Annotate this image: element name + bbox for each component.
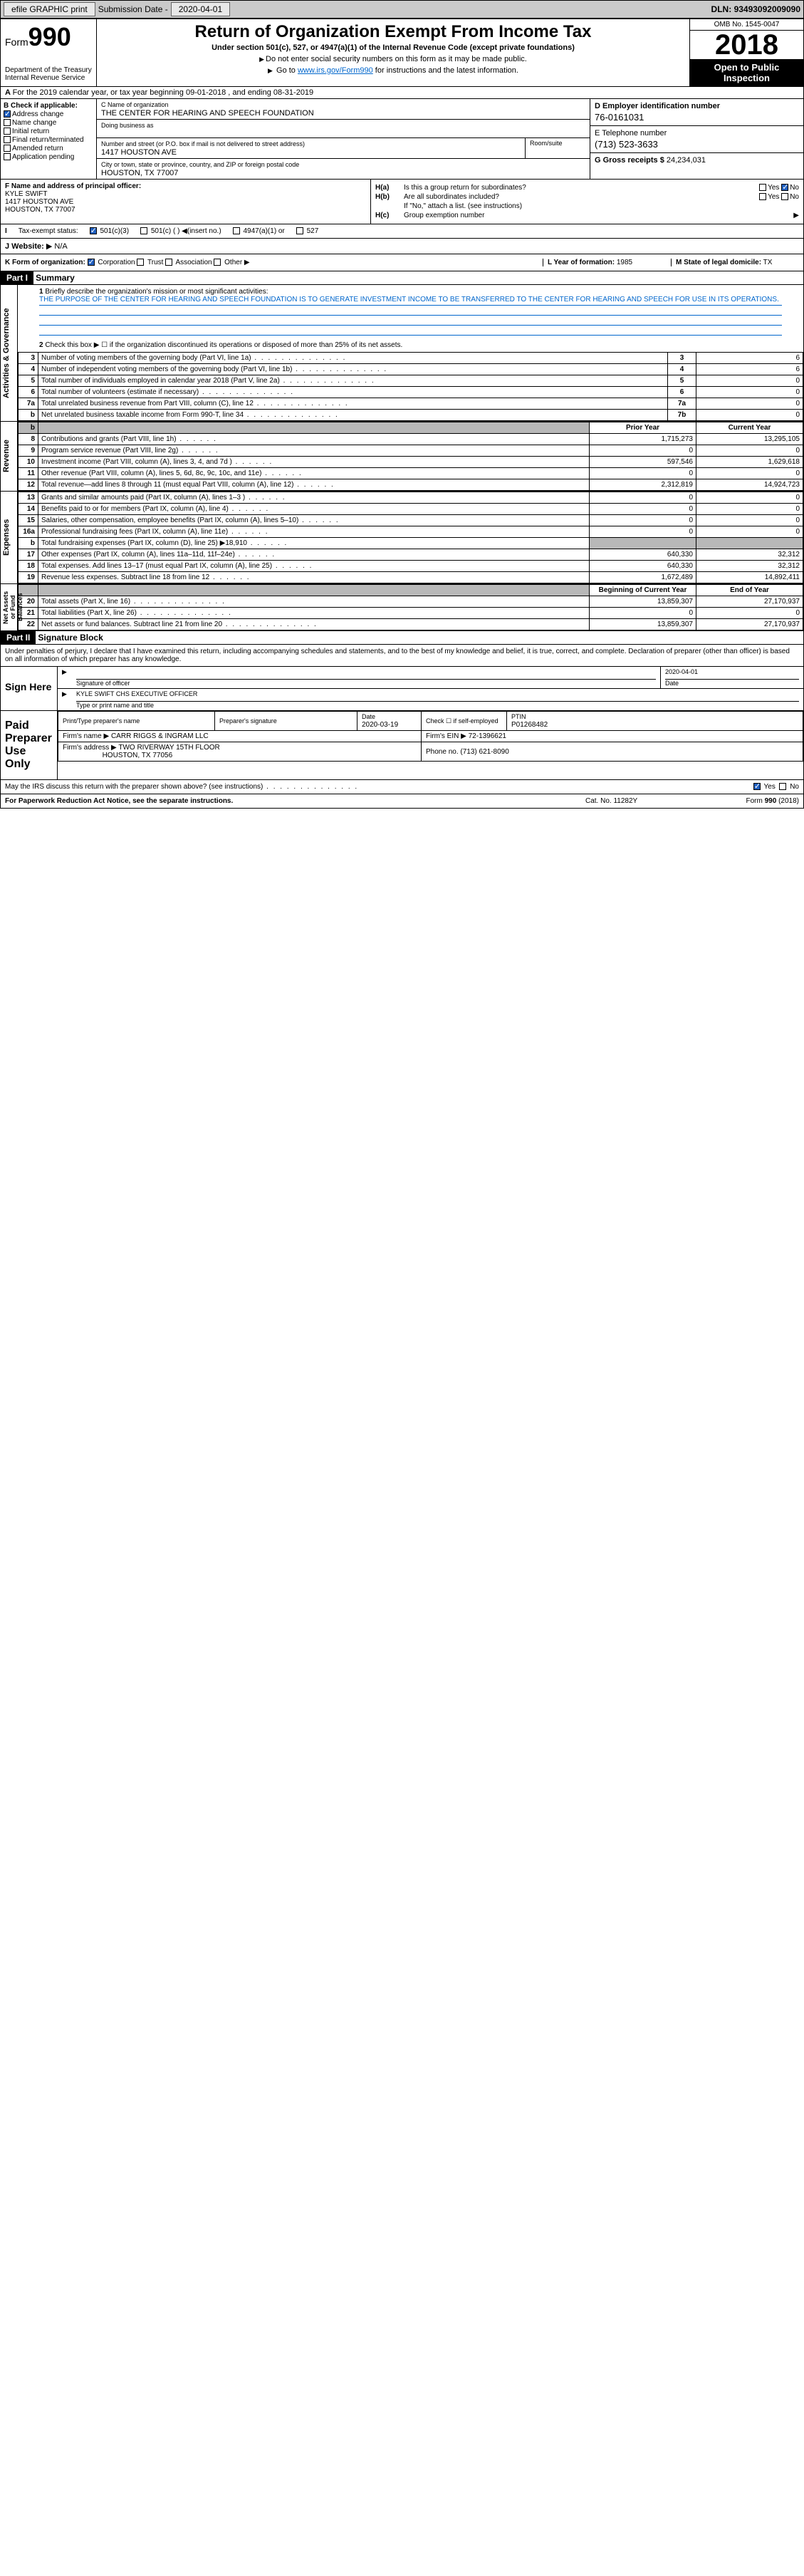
table-row: 4Number of independent voting members of… (19, 364, 803, 375)
table-row: 13Grants and similar amounts paid (Part … (19, 492, 803, 504)
side-net-assets: Net Assets or Fund Balances (1, 584, 25, 630)
top-toolbar: efile GRAPHIC print Submission Date - 20… (0, 0, 804, 19)
table-row: 20Total assets (Part X, line 16)13,859,3… (19, 596, 803, 608)
table-row: 5Total number of individuals employed in… (19, 375, 803, 387)
telephone: (713) 523-3633 (595, 139, 799, 150)
open-inspection: Open to Public Inspection (690, 59, 803, 86)
mission-block: 1 Briefly describe the organization's mi… (18, 285, 803, 338)
table-row: 18Total expenses. Add lines 13–17 (must … (19, 561, 803, 572)
form-subtitle: Under section 501(c), 527, or 4947(a)(1)… (100, 43, 686, 52)
table-row: 8Contributions and grants (Part VIII, li… (19, 434, 803, 445)
table-row: bNet unrelated business taxable income f… (19, 410, 803, 421)
table-row: 6Total number of volunteers (estimate if… (19, 387, 803, 398)
efile-button[interactable]: efile GRAPHIC print (4, 2, 95, 16)
checkbox-final-return-terminated[interactable]: Final return/terminated (4, 136, 93, 144)
preparer-table: Print/Type preparer's name Preparer's si… (58, 711, 803, 762)
section-klm: K Form of organization: Corporation Trus… (1, 254, 803, 271)
firm-phone: (713) 621-8090 (460, 748, 508, 756)
irs-link[interactable]: www.irs.gov/Form990 (298, 66, 373, 75)
ptin: P01268482 (511, 721, 548, 729)
submission-label: Submission Date - (98, 4, 168, 14)
part1-header: Part I (1, 271, 33, 284)
form-990: Form990 Department of the Treasury Inter… (0, 19, 804, 809)
note-goto: Go to www.irs.gov/Form990 for instructio… (100, 66, 686, 75)
table-row: 21Total liabilities (Part X, line 26)00 (19, 608, 803, 619)
checkbox-amended-return[interactable]: Amended return (4, 145, 93, 152)
side-activities: Activities & Governance (1, 285, 12, 421)
city-state-zip: HOUSTON, TX 77007 (101, 169, 178, 177)
checkbox-name-change[interactable]: Name change (4, 119, 93, 127)
header-right: OMB No. 1545-0047 2018 Open to Public In… (689, 19, 803, 86)
name-arrow-icon: ▶ (58, 689, 72, 710)
form-word: Form (5, 36, 28, 48)
sig-date: 2020-04-01 (665, 668, 698, 675)
gross-receipts: 24,234,031 (667, 156, 706, 165)
side-revenue: Revenue (1, 422, 12, 491)
note-ssn: Do not enter social security numbers on … (100, 55, 686, 63)
section-c: C Name of organizationTHE CENTER FOR HEA… (97, 99, 590, 179)
line-a: A For the 2019 calendar year, or tax yea… (1, 87, 803, 99)
checkbox-application-pending[interactable]: Application pending (4, 153, 93, 161)
table-row: 19Revenue less expenses. Subtract line 1… (19, 572, 803, 583)
department: Department of the Treasury Internal Reve… (5, 66, 92, 82)
mission-text: THE PURPOSE OF THE CENTER FOR HEARING AN… (39, 296, 782, 306)
table-row: 12Total revenue—add lines 8 through 11 (… (19, 479, 803, 491)
section-h: H(a)Is this a group return for subordina… (371, 180, 803, 224)
signature-intro: Under penalties of perjury, I declare th… (1, 645, 803, 667)
side-expenses: Expenses (1, 492, 12, 583)
table-row: 10Investment income (Part VIII, column (… (19, 457, 803, 468)
section-i-tax-status: ITax-exempt status: 501(c)(3) 501(c) ( )… (1, 224, 803, 239)
part2-header: Part II (1, 631, 36, 644)
table-row: 7aTotal unrelated business revenue from … (19, 398, 803, 410)
table-row: bTotal fundraising expenses (Part IX, co… (19, 538, 803, 549)
table-row: 16aProfessional fundraising fees (Part I… (19, 526, 803, 538)
form-number: 990 (28, 22, 71, 51)
table-row: 14Benefits paid to or for members (Part … (19, 504, 803, 515)
tax-year: 2018 (690, 31, 803, 59)
ein: 76-0161031 (595, 112, 799, 123)
checkbox-initial-return[interactable]: Initial return (4, 128, 93, 135)
section-b: B Check if applicable: Address changeNam… (1, 99, 97, 179)
submission-date-button[interactable]: 2020-04-01 (171, 2, 230, 16)
table-row: 3Number of voting members of the governi… (19, 353, 803, 364)
table-row: 22Net assets or fund balances. Subtract … (19, 619, 803, 630)
section-j-website: J Website: ▶ N/A (1, 239, 803, 254)
form-title: Return of Organization Exempt From Incom… (100, 22, 686, 42)
section-f: F Name and address of principal officer:… (1, 180, 371, 224)
header-left: Form990 Department of the Treasury Inter… (1, 19, 97, 86)
discuss-row: May the IRS discuss this return with the… (1, 780, 803, 794)
org-name: THE CENTER FOR HEARING AND SPEECH FOUNDA… (101, 109, 314, 118)
checkbox-address-change[interactable]: Address change (4, 110, 93, 118)
firm-name: CARR RIGGS & INGRAM LLC (111, 732, 209, 740)
signature-arrow-icon: ▶ (58, 667, 72, 688)
footer: For Paperwork Reduction Act Notice, see … (1, 794, 803, 808)
table-row: 11Other revenue (Part VIII, column (A), … (19, 468, 803, 479)
table-row: 9Program service revenue (Part VIII, lin… (19, 445, 803, 457)
table-row: 17Other expenses (Part IX, column (A), l… (19, 549, 803, 561)
officer-name-title: KYLE SWIFT CHS EXECUTIVE OFFICER (76, 690, 197, 697)
table-row: 15Salaries, other compensation, employee… (19, 515, 803, 526)
officer-name: KYLE SWIFT (5, 190, 47, 198)
dln: DLN: 93493092009090 (711, 4, 800, 14)
sign-here-label: Sign Here (1, 667, 58, 710)
firm-ein: 72-1396621 (469, 732, 506, 740)
header-middle: Return of Organization Exempt From Incom… (97, 19, 689, 86)
paid-preparer-label: Paid Preparer Use Only (1, 711, 58, 779)
section-de: D Employer identification number76-01610… (590, 99, 803, 179)
street-address: 1417 HOUSTON AVE (101, 148, 177, 157)
